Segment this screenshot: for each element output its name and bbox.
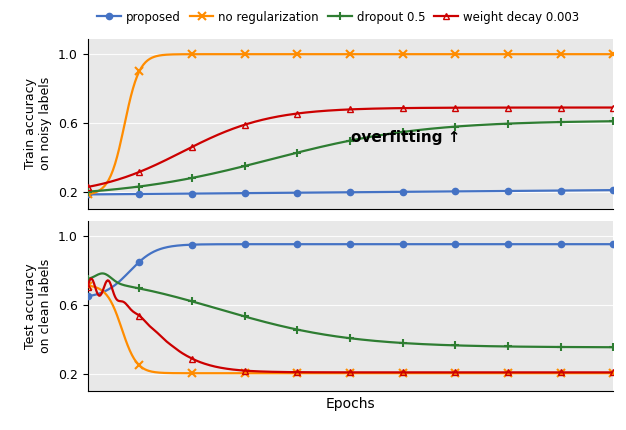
Text: overfitting ↑: overfitting ↑ [351, 130, 460, 145]
X-axis label: Epochs: Epochs [326, 397, 376, 411]
Y-axis label: Train accuracy
on noisy labels: Train accuracy on noisy labels [24, 77, 53, 170]
Legend: proposed, no regularization, dropout 0.5, weight decay 0.003: proposed, no regularization, dropout 0.5… [93, 6, 583, 28]
Y-axis label: Test accuracy
on clean labels: Test accuracy on clean labels [24, 259, 53, 353]
